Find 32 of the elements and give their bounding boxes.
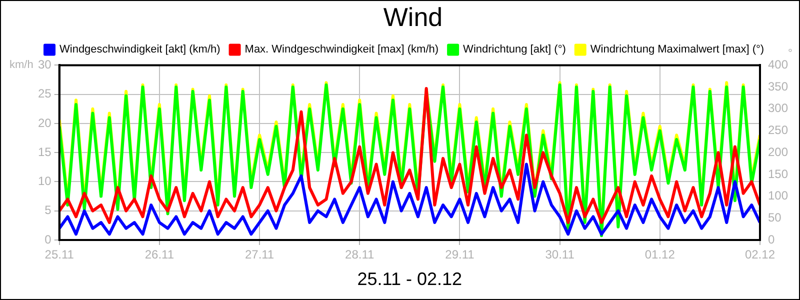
y2-tick-label: 50 (768, 210, 782, 224)
x-tick-label: 29.11 (445, 248, 475, 262)
x-tick-label: 27.11 (244, 248, 274, 262)
y2-axis-title: ° (788, 48, 792, 60)
y2-tick-label: 0 (768, 232, 775, 246)
x-tick-label: 26.11 (144, 248, 174, 262)
x-tick-label: 30.11 (545, 248, 575, 262)
x-tick-label: 01.12 (644, 248, 676, 262)
y-tick-label: 20 (38, 116, 52, 130)
y2-tick-label: 150 (768, 166, 788, 181)
legend-label: Windrichtung Maximalwert [max] (°) (590, 44, 764, 56)
y2-tick-label: 200 (768, 144, 788, 159)
y-axis-title: km/h (10, 59, 34, 72)
x-tick-label: 28.11 (345, 248, 375, 262)
x-tick-label: 25.11 (44, 248, 74, 262)
y2-tick-label: 350 (768, 79, 788, 94)
y-tick-label: 10 (38, 174, 52, 188)
y-tick-label: 25 (38, 86, 52, 101)
y2-tick-label: 250 (768, 123, 788, 138)
y2-tick-label: 100 (768, 188, 788, 203)
y-tick-label: 5 (44, 203, 52, 218)
x-tick-label: 02.12 (744, 248, 776, 262)
legend-label: Max. Windgeschwindigkeit [max] (km/h) (244, 44, 439, 56)
y2-tick-label: 300 (768, 101, 788, 116)
chart-title: Wind (383, 2, 443, 32)
x-axis-title: 25.11 - 02.12 (357, 269, 462, 290)
y-tick-label: 0 (44, 232, 52, 246)
y-tick-label: 15 (38, 144, 52, 159)
y2-tick-label: 400 (768, 58, 788, 72)
y-tick-label: 30 (38, 58, 52, 72)
legend-label: Windrichtung [akt] (°) (463, 44, 566, 56)
legend-label: Windgeschwindigkeit [akt] (km/h) (60, 44, 220, 56)
